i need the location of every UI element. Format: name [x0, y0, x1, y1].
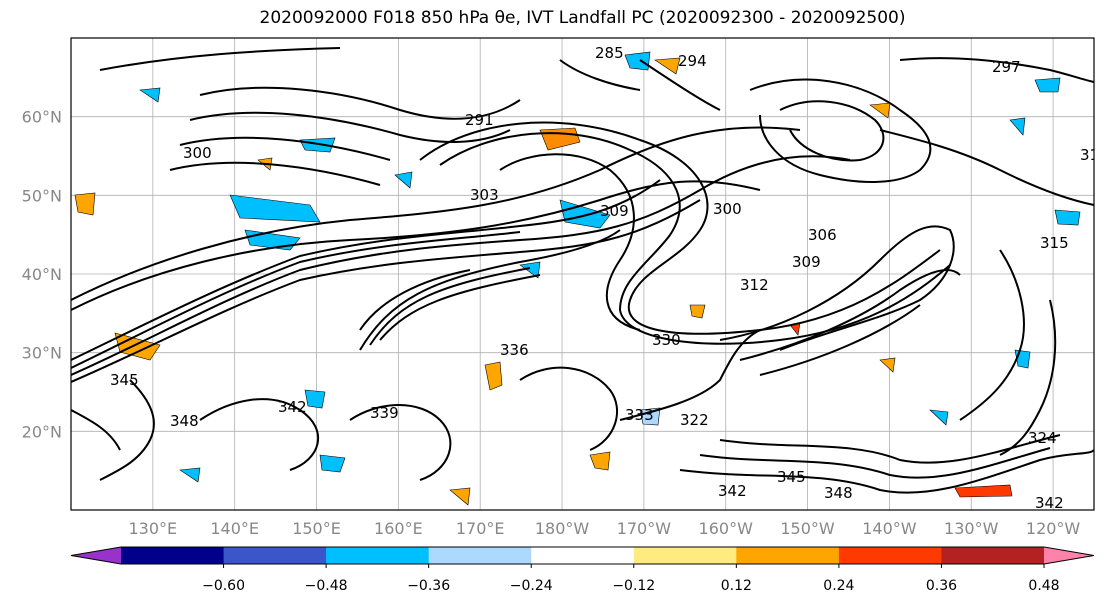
colorbar-tick-labels: −0.60 −0.48 −0.36 −0.24 −0.12 0.12 0.24 0.36 0.4… — [202, 564, 1060, 594]
map-title: 2020092000 F018 850 hPa θe, IVT Landfall… — [259, 8, 906, 28]
lon-tick-label: 140°E — [210, 519, 259, 538]
colorbar-tick-label: 0.36 — [926, 578, 957, 594]
contour-label: 318 — [1080, 146, 1105, 164]
contour-label: 330 — [652, 331, 681, 349]
lon-tick-label: 130°W — [944, 519, 999, 538]
contour-label: 342 — [1035, 494, 1064, 512]
colorbar-extend-min — [71, 547, 121, 564]
lat-tick-label: 60°N — [22, 108, 62, 127]
contour-label: 348 — [170, 412, 199, 430]
contour-label: 342 — [718, 482, 747, 500]
colorbar-segment — [736, 547, 840, 564]
lat-tick-label: 40°N — [22, 265, 62, 284]
colorbar-segment — [531, 547, 635, 564]
contour-label: 322 — [680, 411, 709, 429]
lon-tick-label: 120°W — [1026, 519, 1081, 538]
colorbar-tick-label: −0.36 — [407, 578, 450, 594]
contour-label: 294 — [678, 52, 707, 70]
lon-tick-label: 130°E — [129, 519, 178, 538]
contour-label: 339 — [370, 404, 399, 422]
colorbar — [70, 546, 1095, 565]
contour-label: 303 — [470, 186, 499, 204]
contour-label: 348 — [824, 484, 853, 502]
colorbar-segment — [428, 547, 532, 564]
colorbar-segment — [121, 547, 225, 564]
latitude-labels: 60°N 50°N 40°N 30°N 20°N — [22, 108, 62, 442]
contour-label: 309 — [600, 202, 629, 220]
lon-tick-label: 160°E — [374, 519, 423, 538]
colorbar-segment — [326, 547, 430, 564]
contour-label: 285 — [595, 44, 624, 62]
lon-tick-label: 170°W — [617, 519, 672, 538]
lon-tick-label: 160°W — [699, 519, 754, 538]
lon-tick-label: 150°W — [780, 519, 835, 538]
colorbar-extend-max — [1044, 547, 1094, 564]
gridlines — [71, 38, 1094, 510]
lat-tick-label: 20°N — [22, 422, 62, 441]
colorbar-tick-label: −0.60 — [202, 578, 245, 594]
contour-label: 315 — [1040, 234, 1069, 252]
colorbar-tick-label: 0.12 — [721, 578, 752, 594]
contour-label: 300 — [183, 144, 212, 162]
colorbar-segment — [838, 547, 942, 564]
contour-label: 345 — [777, 468, 806, 486]
contour-labels: 285 294 297 291 300 303 309 300 306 309 … — [110, 44, 1105, 512]
colorbar-tick-label: −0.48 — [305, 578, 348, 594]
lon-tick-label: 180°W — [535, 519, 590, 538]
colorbar-tick-label: −0.24 — [510, 578, 553, 594]
contour-label: 309 — [792, 253, 821, 271]
contour-label: 324 — [1028, 429, 1057, 447]
contour-label: 306 — [808, 226, 837, 244]
contour-label: 291 — [465, 111, 494, 129]
colorbar-tick-label: 0.48 — [1028, 578, 1059, 594]
contour-label: 333 — [625, 406, 654, 424]
map-frame — [70, 37, 1095, 511]
contour-label: 342 — [278, 398, 307, 416]
lat-tick-label: 50°N — [22, 186, 62, 205]
lon-tick-label: 150°E — [292, 519, 341, 538]
colorbar-segment — [223, 547, 327, 564]
contour-label: 336 — [500, 341, 529, 359]
colorbar-segment — [941, 547, 1045, 564]
colorbar-tick-label: −0.12 — [612, 578, 655, 594]
lon-tick-label: 170°E — [456, 519, 505, 538]
theta-e-contours — [71, 47, 1094, 494]
longitude-labels: 130°E 140°E 150°E 160°E 170°E 180°W 170°W 160°W… — [129, 519, 1081, 538]
contour-label: 312 — [740, 276, 769, 294]
lon-tick-label: 140°W — [862, 519, 917, 538]
contour-label: 345 — [110, 371, 139, 389]
contour-label: 300 — [713, 200, 742, 218]
lat-tick-label: 30°N — [22, 344, 62, 363]
colorbar-segment — [633, 547, 737, 564]
colorbar-tick-label: 0.24 — [823, 578, 854, 594]
contour-label: 297 — [992, 58, 1021, 76]
